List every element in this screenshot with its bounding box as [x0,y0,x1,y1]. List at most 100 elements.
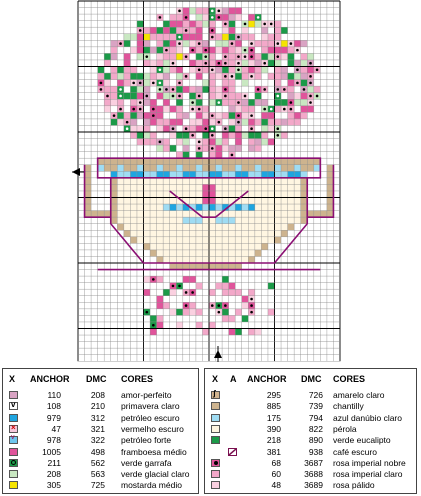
stitch-cell [294,92,301,100]
stitch-symbol [289,107,293,111]
legend-right-table: X A ANCHOR DMC CORES ʃ 295 726 amarelo clar… [204,368,417,494]
stitch-cell [254,197,262,205]
stitch-cell [281,223,288,231]
stitch-symbol [197,94,201,98]
stitch-cell [202,118,209,126]
stitch-cell [156,164,164,172]
stitch-cell [241,164,249,172]
stitch-cell [202,243,209,250]
stitch-cell [202,171,209,178]
stitch-symbol [276,55,280,58]
stitch-cell [189,210,196,218]
stitch-cell [202,138,209,146]
stitch-cell [222,204,229,211]
stitch-cell [241,315,249,322]
stitch-cell [215,158,223,165]
stitch-cell [215,230,223,237]
stitch-symbol [250,304,253,307]
color-swatch-icon [9,470,18,479]
stitch-cell [195,177,203,185]
stitch-cell [150,190,157,198]
stitch-cell [123,177,131,185]
stitch-cell [241,210,249,218]
stitch-cell [261,138,268,146]
stitch-symbol [158,16,162,19]
stitch-cell [91,210,98,218]
stitch-cell [136,204,144,211]
stitch-cell [97,210,105,218]
stitch-cell [130,33,137,41]
stitch-cell [110,197,118,205]
stitch-cell [222,14,229,21]
stitch-cell [143,158,151,165]
stitch-cell [163,289,170,296]
stitch-cell [326,171,334,178]
stitch-symbol [250,310,253,314]
stitch-cell [248,177,255,185]
stitch-cell [143,230,151,237]
stitch-cell [281,210,288,218]
stitch-symbol [152,323,155,327]
stitch-cell [235,7,242,15]
stitch-cell [150,184,157,191]
stitch-symbol [243,94,247,98]
stitch-cell [202,112,209,119]
color-name: pérola [333,423,357,434]
stitch-cell [235,171,242,178]
stitch-cell [189,66,196,74]
stitch-cell [235,236,242,244]
stitch-cell [215,256,223,263]
stitch-cell [222,33,229,41]
stitch-cell [130,230,137,237]
legend-row: 68 3687 rosa imperial nobre [205,458,416,469]
stitch-cell [195,7,203,15]
stitch-cell [326,210,334,218]
anchor-code: 885 [266,401,281,412]
stitch-cell [84,171,92,178]
legend-left-table: X ANCHOR DMC CORES 110 208 amor-perfeito v 1… [2,368,199,494]
stitch-cell [235,230,242,237]
stitch-cell [130,204,137,211]
stitch-symbol [250,114,253,117]
stitch-cell [248,66,255,74]
stitch-cell [182,164,190,172]
stitch-cell [123,53,131,60]
stitch-cell [136,73,144,80]
stitch-cell [156,243,164,250]
stitch-cell [241,158,249,165]
stitch-symbol [243,22,247,26]
stitch-cell [130,197,137,205]
stitch-cell [84,197,92,205]
color-swatch-icon [9,447,18,456]
stitch-cell [150,132,157,139]
stitch-cell [176,138,183,146]
stitch-symbol [171,127,175,131]
color-swatch-icon [9,391,18,399]
stitch-cell [150,328,157,336]
stitch-cell [241,118,249,126]
stitch-cell [228,132,236,139]
stitch-cell [195,223,203,231]
stitch-cell [274,118,282,126]
stitch-cell [136,177,144,185]
stitch-cell [254,132,262,139]
stitch-cell [254,59,262,67]
stitch-cell [222,190,229,198]
stitch-cell [123,223,131,231]
stitch-cell [215,92,223,100]
stitch-cell [117,118,124,126]
stitch-cell [248,118,255,126]
stitch-cell [228,249,236,257]
stitch-cell [300,99,308,106]
stitch-symbol [230,75,234,78]
stitch-cell [215,236,223,244]
stitch-cell [189,263,196,270]
stitch-cell [215,138,223,146]
stitch-cell [235,217,242,224]
stitch-cell [156,210,164,218]
stitch-cell [300,40,308,47]
stitch-cell [163,249,170,257]
stitch-cell [209,197,216,205]
stitch-cell [209,79,216,87]
stitch-cell [176,99,183,106]
